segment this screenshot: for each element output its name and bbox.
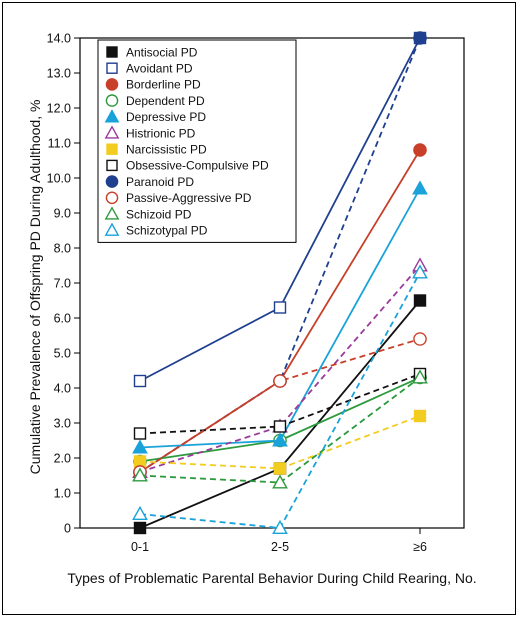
data-point [132, 505, 148, 521]
y-tick-label: 0 [64, 522, 71, 536]
legend-marker [104, 109, 120, 123]
legend-marker [105, 78, 119, 91]
legend-label: Avoidant PD [126, 62, 193, 76]
legend-marker [105, 94, 119, 107]
legend: Antisocial PD Avoidant PD Borderline PD Dep… [97, 39, 297, 243]
legend-marker [104, 222, 120, 236]
series-0 [133, 294, 427, 535]
x-tick-label: ≥6 [413, 540, 427, 554]
y-tick-label: 14.0 [47, 32, 71, 46]
series-line [139, 338, 421, 473]
series-9 [133, 332, 427, 479]
y-tick-label: 11.0 [48, 137, 71, 151]
y-tick-label: 5.0 [54, 347, 71, 361]
series-10 [132, 369, 428, 489]
x-tick-label: 0-1 [131, 540, 149, 554]
data-point [413, 294, 427, 307]
data-point [272, 519, 288, 535]
legend-marker [106, 46, 118, 58]
axes: 0 1.0 2.0 3.0 4.0 5.0 6.0 7.0 8.0 9.0 10.0 11.0 12.0… [47, 32, 465, 554]
y-tick-label: 4.0 [54, 382, 71, 396]
legend-label: Obsessive-Compulsive PD [126, 159, 269, 173]
data-point [413, 409, 427, 423]
x-tick-label: 2-5 [271, 540, 289, 554]
y-tick-label: 9.0 [54, 207, 71, 221]
data-point [132, 467, 148, 482]
y-tick-label: 6.0 [54, 312, 71, 326]
data-point [412, 264, 428, 279]
legend-marker [105, 175, 119, 188]
legend-marker [106, 159, 118, 172]
data-point [412, 180, 428, 195]
y-axis-title: Cumulative Prevalence of Offspring PD Du… [27, 100, 43, 475]
data-point [273, 301, 287, 314]
x-axis-title: Types of Problematic Parental Behavior D… [67, 570, 476, 586]
data-point [272, 432, 288, 447]
series-layer [132, 31, 428, 535]
data-point [272, 474, 288, 489]
legend-marker [106, 143, 118, 155]
legend-label: Narcissistic PD [126, 143, 207, 157]
figure-frame [2, 2, 516, 615]
data-point [413, 332, 427, 346]
data-point [133, 521, 147, 535]
data-point [132, 439, 148, 454]
y-tick-label: 12.0 [47, 102, 71, 116]
y-tick-label: 2.0 [54, 452, 71, 466]
data-point [412, 369, 428, 384]
data-point [413, 31, 427, 45]
legend-label: Antisocial PD [126, 45, 198, 59]
y-tick-label: 3.0 [54, 417, 71, 431]
data-point [133, 427, 147, 440]
legend-label: Paranoid PD [126, 175, 194, 189]
y-tick-label: 1.0 [54, 487, 71, 501]
legend-marker [104, 206, 120, 220]
series-line [139, 299, 421, 529]
data-point [413, 143, 427, 157]
legend-label: Schizoid PD [126, 207, 192, 221]
legend-label: Borderline PD [126, 78, 201, 92]
data-point [273, 420, 287, 433]
legend-label: Schizotypal PD [126, 224, 208, 238]
legend-label: Depressive PD [126, 110, 206, 124]
legend-label: Passive-Aggressive PD [126, 191, 252, 205]
y-tick-label: 8.0 [54, 242, 71, 256]
y-tick-label: 13.0 [47, 67, 71, 81]
data-point [133, 374, 147, 388]
legend-box [97, 39, 297, 243]
series-11 [132, 264, 428, 535]
legend-marker [106, 62, 118, 74]
legend-label: Histrionic PD [126, 126, 196, 140]
series-4 [132, 180, 428, 454]
legend-marker [105, 191, 119, 205]
data-point [273, 374, 287, 388]
y-tick-label: 7.0 [54, 277, 71, 291]
legend-label: Dependent PD [126, 94, 205, 108]
legend-marker [104, 125, 120, 139]
data-point [273, 462, 287, 475]
y-tick-label: 10.0 [47, 172, 71, 186]
